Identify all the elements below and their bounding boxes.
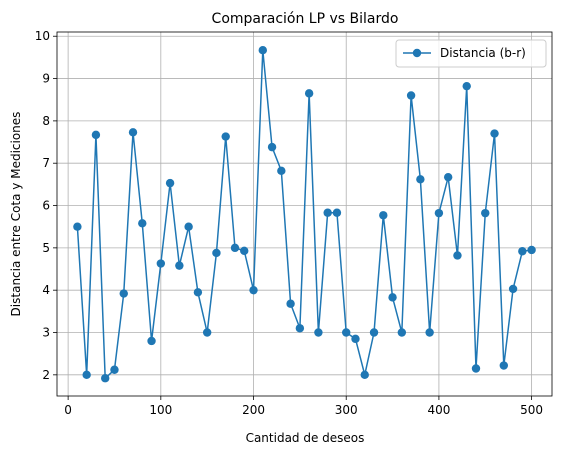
data-point [527,245,536,255]
data-point [258,46,267,55]
y-tick-label: 10 [35,29,50,43]
data-point [101,374,110,383]
data-point [443,172,453,182]
data-point [230,243,240,253]
data-point [212,248,221,258]
data-point [119,289,128,298]
y-tick-label: 5 [42,241,50,255]
series-layer [73,46,536,383]
data-point [82,370,91,380]
data-point [342,328,351,337]
data-point [221,132,230,141]
legend-marker [412,48,422,58]
data-point [518,247,527,256]
data-point [147,336,156,346]
data-point [202,328,212,337]
data-point [490,129,499,138]
data-point [314,328,323,337]
data-point [267,142,277,152]
data-point [416,175,425,184]
y-tick-label: 6 [42,199,50,213]
data-point [481,208,490,218]
data-point [406,91,416,100]
chart-title: Comparación LP vs Bilardo [212,11,399,27]
data-point [286,299,295,308]
data-point [91,130,101,140]
data-point [379,211,388,220]
data-point [249,285,258,295]
data-point [323,208,332,217]
legend-box [395,39,547,68]
data-point [128,128,138,137]
data-point [175,261,184,270]
data-point [184,222,193,231]
data-point [499,361,508,370]
y-tick-label: 4 [42,283,50,297]
data-point [73,222,82,231]
x-tick-label: 500 [520,403,543,417]
data-point [351,334,360,344]
x-tick-label: 300 [335,403,358,417]
series-line [76,49,532,379]
x-axis: 0 100 200 300 400 500 [64,396,543,417]
data-point [471,364,481,373]
data-point [360,370,369,380]
data-point [138,219,147,228]
data-point [295,324,305,333]
x-axis-label: Cantidad de deseos [246,431,365,445]
y-tick-label: 3 [42,326,50,340]
data-point [425,328,434,337]
y-tick-label: 7 [42,156,50,170]
data-point [462,81,471,91]
data-point [332,208,342,217]
x-tick-label: 400 [427,403,450,417]
y-axis-label: Distancia entre Cota y Mediciones [9,112,23,317]
data-point [508,284,518,294]
data-point [397,328,407,337]
data-point [277,166,286,176]
data-point [240,246,249,256]
data-point [453,251,462,260]
data-point [369,328,379,337]
plot-frame [56,31,553,397]
x-tick-label: 200 [242,403,265,417]
x-tick-label: 0 [64,403,72,417]
data-point [388,293,397,302]
data-point [110,365,119,374]
y-tick-label: 8 [42,114,50,128]
data-point [165,178,175,188]
legend: Distancia (b-r) [395,39,547,68]
x-tick-label: 100 [149,403,172,417]
y-tick-label: 2 [42,368,50,382]
data-point [156,259,166,268]
y-axis: 2 3 4 5 6 7 8 9 10 [35,29,57,382]
legend-label: Distancia (b-r) [440,46,526,60]
y-tick-label: 9 [42,72,50,86]
data-point [304,89,314,98]
data-point [434,208,444,218]
data-point [193,288,203,297]
